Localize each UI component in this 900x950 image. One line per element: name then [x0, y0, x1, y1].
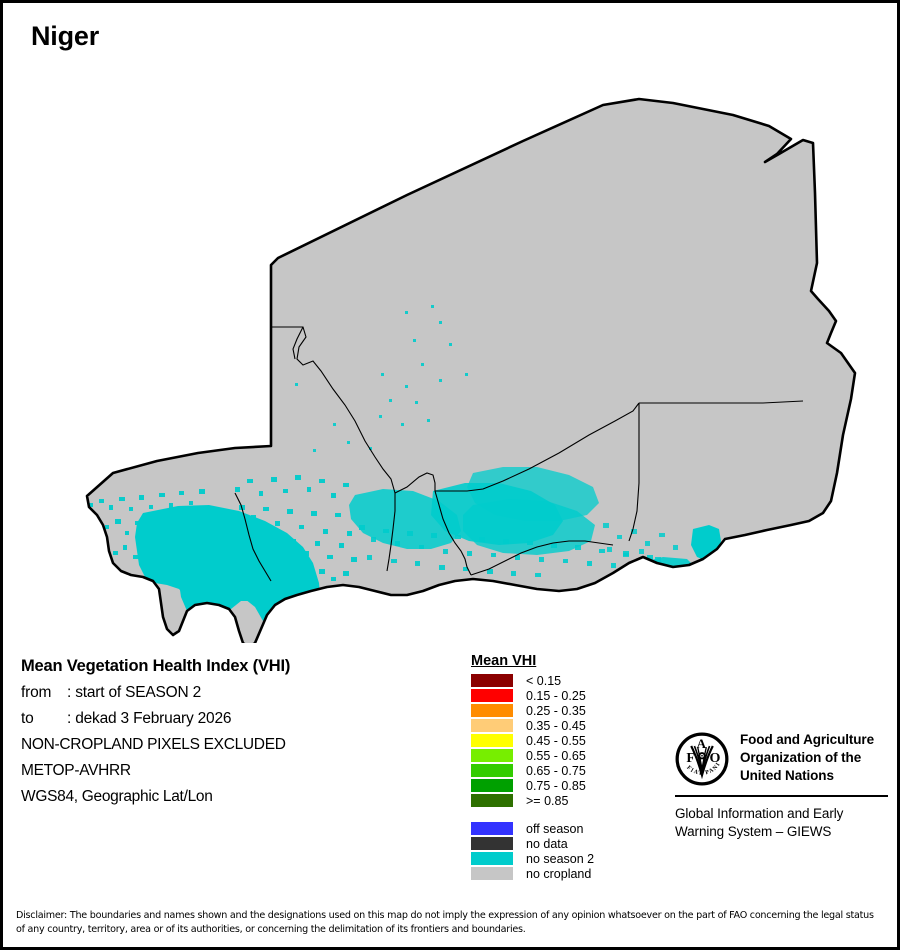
- fao-header: F A O FIAT PANIS Food and Agriculture Or…: [675, 731, 891, 786]
- legend-item[interactable]: < 0.15: [471, 673, 594, 688]
- legend-item-label: 0.75 - 0.85: [526, 778, 586, 793]
- legend-item[interactable]: 0.25 - 0.35: [471, 703, 594, 718]
- legend-swatch-icon: [471, 749, 513, 762]
- fao-name: Food and Agriculture Organization of the…: [740, 731, 874, 785]
- info-cropland-note: NON-CROPLAND PIXELS EXCLUDED: [21, 736, 286, 753]
- fao-divider: [675, 795, 888, 797]
- page-title: Niger: [31, 21, 100, 51]
- legend-swatch-icon: [471, 852, 513, 865]
- info-from-row: from : start of SEASON 2: [21, 684, 451, 702]
- legend-item[interactable]: 0.45 - 0.55: [471, 733, 594, 748]
- svg-text:A: A: [697, 736, 707, 751]
- info-from-label: from: [21, 684, 52, 701]
- legend-swatch-icon: [471, 867, 513, 880]
- legend-item-label: 0.45 - 0.55: [526, 733, 586, 748]
- map-admin-boundaries: [234, 326, 804, 582]
- legend-item-label: 0.15 - 0.25: [526, 688, 586, 703]
- fao-branding-block: F A O FIAT PANIS Food and Agriculture Or…: [675, 731, 891, 841]
- fao-logo-icon: F A O FIAT PANIS: [675, 732, 729, 786]
- info-to-value: : dekad 3 February 2026: [67, 710, 232, 727]
- info-from-value: : start of SEASON 2: [67, 684, 202, 701]
- svg-text:F: F: [686, 750, 695, 766]
- legend-item-label: 0.65 - 0.75: [526, 763, 586, 778]
- legend-item-label: 0.25 - 0.35: [526, 703, 586, 718]
- legend-item-no-data[interactable]: no data: [471, 836, 594, 851]
- legend-item-label: >= 0.85: [526, 793, 569, 808]
- legend-item-off-season[interactable]: off season: [471, 821, 594, 836]
- niger-map-svg[interactable]: [3, 43, 897, 643]
- fao-name-line-2: Organization of the: [740, 749, 862, 765]
- legend-item-label: no season 2: [526, 851, 595, 866]
- legend-item-label: < 0.15: [526, 673, 562, 688]
- legend-item[interactable]: 0.65 - 0.75: [471, 763, 594, 778]
- giews-name: Global Information and Early Warning Sys…: [675, 805, 891, 841]
- svg-text:O: O: [710, 750, 721, 766]
- niger-country-fill: [87, 99, 855, 643]
- legend-swatch-icon: [471, 704, 513, 717]
- map-national-border: [85, 97, 857, 643]
- legend-swatch-icon: [471, 837, 513, 850]
- fao-name-line-1: Food and Agriculture: [740, 732, 874, 747]
- legend-item[interactable]: 0.35 - 0.45: [471, 718, 594, 733]
- map-legend: Mean VHI < 0.15 0.15 - 0.25 0.25 - 0.35 …: [471, 653, 594, 881]
- legend-item-label: 0.55 - 0.65: [526, 748, 586, 763]
- fao-name-line-3: United Nations: [740, 767, 834, 783]
- legend-item[interactable]: 0.15 - 0.25: [471, 688, 594, 703]
- legend-title: Mean VHI: [471, 653, 537, 669]
- giews-line-1: Global Information and Early: [675, 806, 844, 821]
- legend-swatch-icon: [471, 674, 513, 687]
- legend-swatch-icon: [471, 822, 513, 835]
- legend-item[interactable]: 0.55 - 0.65: [471, 748, 594, 763]
- cropland-speckle-band: [89, 305, 721, 581]
- legend-swatch-icon: [471, 689, 513, 702]
- info-sensor: METOP-AVHRR: [21, 762, 131, 779]
- info-projection: WGS84, Geographic Lat/Lon: [21, 788, 213, 805]
- map-land-layer: [87, 99, 855, 643]
- legend-item-no-season-2[interactable]: no season 2: [471, 851, 594, 866]
- info-heading: Mean Vegetation Health Index (VHI): [21, 657, 291, 675]
- legend-swatch-icon: [471, 734, 513, 747]
- legend-item-no-cropland[interactable]: no cropland: [471, 866, 594, 881]
- legend-swatch-icon: [471, 764, 513, 777]
- legend-item-label: no data: [526, 836, 568, 851]
- legend-swatch-icon: [471, 719, 513, 732]
- disclaimer-text: Disclaimer: The boundaries and names sho…: [16, 910, 874, 935]
- legend-item[interactable]: >= 0.85: [471, 793, 594, 808]
- legend-swatch-icon: [471, 794, 513, 807]
- giews-line-2: Warning System – GIEWS: [675, 823, 832, 839]
- map-canvas[interactable]: [3, 43, 897, 643]
- map-info-block: Mean Vegetation Health Index (VHI) from:…: [21, 657, 451, 814]
- legend-item[interactable]: 0.75 - 0.85: [471, 778, 594, 793]
- legend-spacer: [471, 808, 594, 821]
- legend-item-label: 0.35 - 0.45: [526, 718, 586, 733]
- legend-item-label: off season: [526, 821, 584, 836]
- legend-swatch-icon: [471, 779, 513, 792]
- info-to-row: to : dekad 3 February 2026: [21, 710, 451, 728]
- legend-item-label: no cropland: [526, 866, 592, 881]
- info-to-label: to: [21, 710, 34, 727]
